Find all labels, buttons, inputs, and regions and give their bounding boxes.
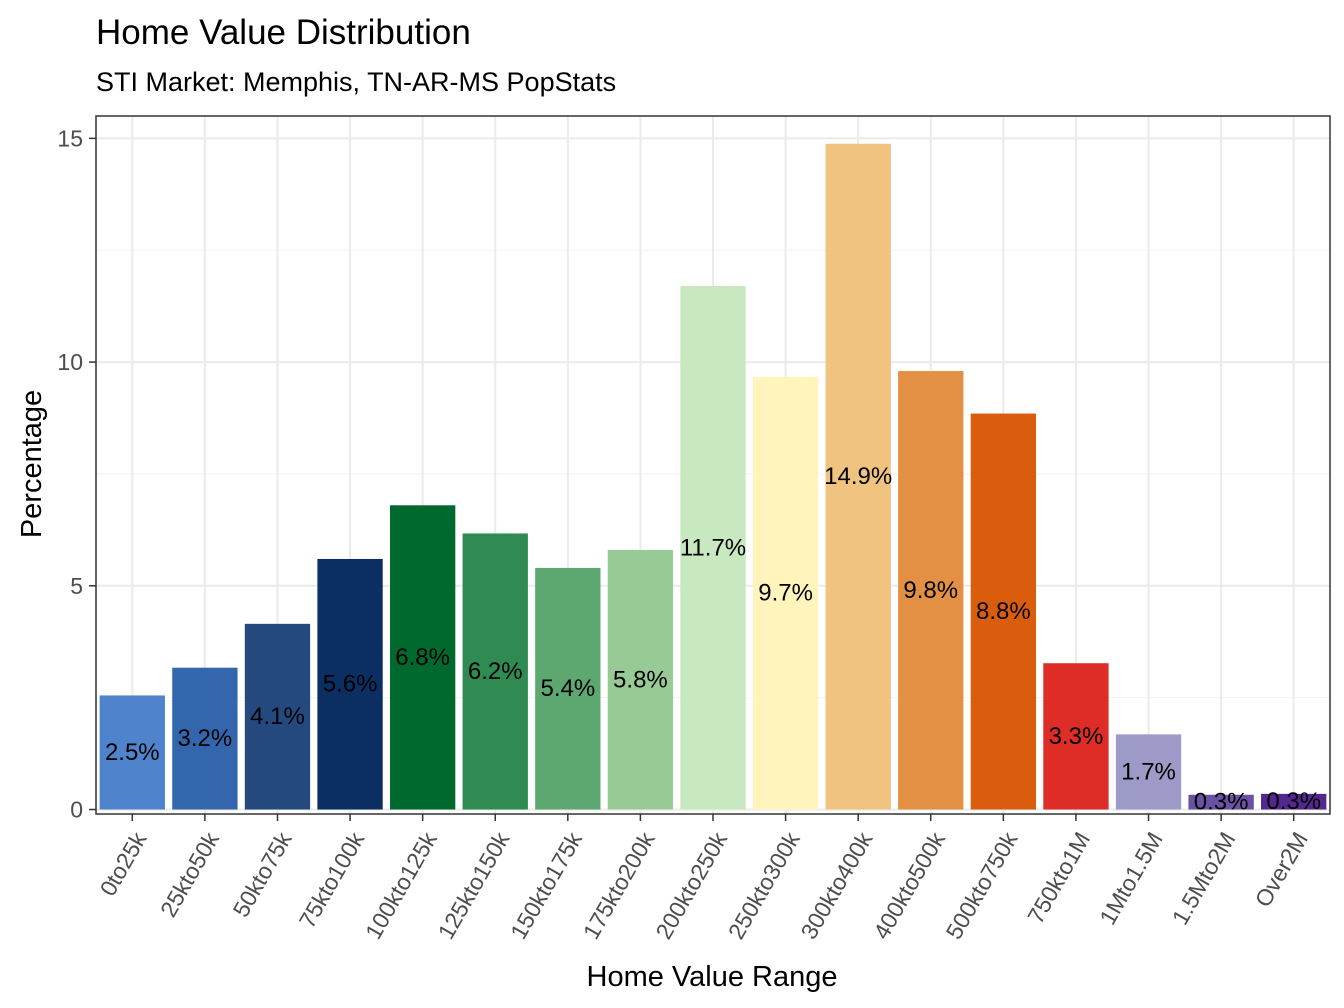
bar-150kto175k: [535, 567, 601, 810]
bar-label: 11.7%: [680, 534, 746, 561]
x-tick-label: Over2M: [1250, 828, 1313, 912]
bar-200kto250k: [680, 286, 746, 810]
bar-400kto500k: [898, 371, 964, 810]
bar-50kto75k: [244, 623, 311, 810]
bar-label: 3.2%: [178, 725, 233, 752]
x-tick-label: 25kto50k: [155, 827, 224, 921]
bar-label: 14.9%: [824, 463, 892, 490]
chart-title: Home Value Distribution: [96, 13, 471, 52]
bar-500kto750k: [970, 413, 1037, 810]
x-tick-label: 125kto150k: [433, 827, 515, 943]
x-tick-label: 0to25k: [95, 827, 152, 900]
bar-label: 1.7%: [1121, 758, 1176, 785]
y-tick-label: 10: [57, 349, 83, 375]
bar-75kto100k: [317, 558, 383, 810]
bars: [99, 143, 1327, 810]
bar-label: 9.7%: [758, 580, 813, 607]
bar-300kto400k: [825, 143, 891, 810]
x-tick-label: 750kto1M: [1022, 828, 1095, 928]
bar-1Mto1.5M: [1115, 734, 1182, 810]
x-tick-label: 250kto300k: [723, 827, 805, 943]
bar-label: 2.5%: [105, 739, 160, 766]
bar-label: 9.8%: [903, 577, 958, 604]
x-tick-label: 50kto75k: [228, 827, 297, 921]
x-tick-label: 200kto250k: [650, 827, 732, 943]
bar-Over2M: [1261, 793, 1327, 810]
x-axis: 0to25k 25kto50k 50kto75k75kto100k100kto125…: [95, 814, 1313, 944]
x-tick-label: 300kto400k: [795, 827, 877, 943]
bar-1.5Mto2M: [1188, 794, 1254, 810]
bar-label: 5.8%: [613, 666, 668, 693]
x-tick-label: 400kto500k: [868, 827, 950, 943]
bar-125kto150k: [462, 533, 528, 810]
y-tick-label: 0: [70, 797, 83, 823]
bar-label: 5.4%: [540, 675, 595, 702]
x-tick-label: 500kto750k: [941, 827, 1023, 943]
x-tick-label: 175kto200k: [578, 827, 660, 943]
y-tick-label: 5: [70, 573, 83, 599]
bar-100kto125k: [389, 505, 456, 810]
x-tick-label: 75kto100k: [294, 827, 370, 932]
bar-750kto1M: [1043, 663, 1109, 810]
bar-25kto50k: [172, 667, 238, 810]
bar-label: 8.8%: [976, 598, 1031, 625]
bar-175kto200k: [607, 550, 674, 810]
bar-labels: 2.5% 3.2% 4.1% 5.6% 6.8% 6.2% 5.4% 5.8% 11.7% 9.7…: [105, 463, 1321, 816]
x-tick-label: 150kto175k: [505, 827, 587, 943]
bar-label: 4.1%: [250, 703, 305, 730]
x-tick-label: 100kto125k: [360, 827, 442, 943]
x-axis-title: Home Value Range: [587, 961, 838, 993]
y-axis: 0 5 10 15: [57, 125, 96, 823]
y-axis-title: Percentage: [16, 390, 48, 538]
x-tick-label: 1.5Mto2M: [1167, 828, 1241, 930]
chart-subtitle: STI Market: Memphis, TN-AR-MS PopStats: [96, 67, 616, 97]
bar-0to25k: [99, 695, 165, 810]
bar-label: 6.2%: [468, 658, 523, 685]
bar-label: 6.8%: [395, 644, 450, 671]
bar-label: 0.3%: [1194, 789, 1249, 816]
bar-label: 3.3%: [1049, 723, 1104, 750]
x-tick-label: 1Mto1.5M: [1094, 828, 1168, 930]
bar-250kto300k: [752, 376, 819, 810]
bar-label: 5.6%: [323, 671, 378, 698]
y-tick-label: 15: [57, 125, 83, 151]
bar-label: 0.3%: [1266, 788, 1321, 815]
